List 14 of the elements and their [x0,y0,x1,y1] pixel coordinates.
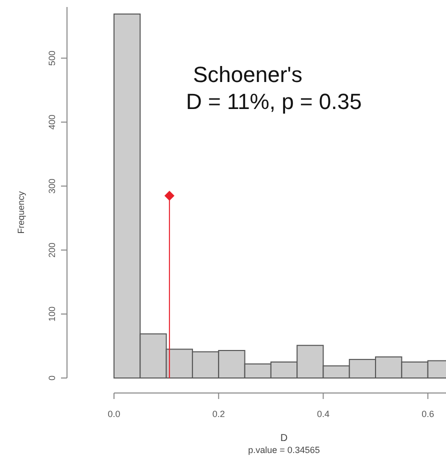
y-tick-label: 100 [47,306,57,322]
y-tick-label: 400 [47,114,57,130]
x-tick-label: 0.2 [212,409,225,419]
x-axis-title: D [280,433,288,444]
y-tick-label: 300 [47,178,57,194]
y-tick-label: 200 [47,242,57,258]
y-tick-label: 500 [47,50,57,66]
y-tick-label: 0 [47,375,57,381]
y-axis-title: Frequency [16,190,26,234]
annotation: Schoener's D = 11%, p = 0.35 [186,62,362,114]
x-tick-label: 0.4 [316,409,330,419]
text: p.value = 0.34565 [248,445,320,455]
x-tick-label: 0.6 [422,409,434,419]
x-tick-label: 0.0 [108,409,120,419]
